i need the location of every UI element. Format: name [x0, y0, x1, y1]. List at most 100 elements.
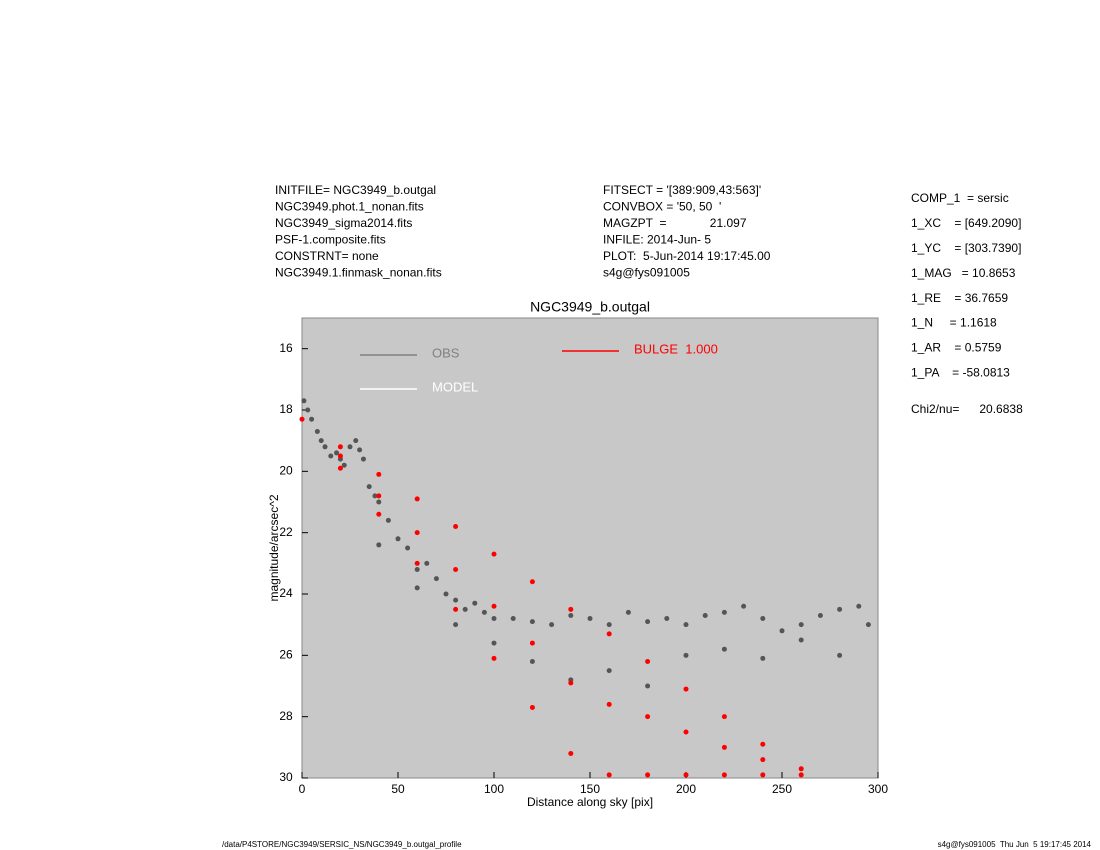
data-point: [798, 622, 804, 628]
data-point: [702, 612, 708, 618]
data-point: [837, 606, 843, 612]
data-point: [798, 772, 804, 778]
data-point: [337, 453, 343, 459]
header-line: s4g@fys091005: [603, 266, 690, 280]
data-point: [491, 655, 497, 661]
data-point: [683, 622, 689, 628]
header-line: PSF-1.composite.fits: [275, 233, 386, 247]
data-point: [721, 646, 727, 652]
data-point: [645, 772, 651, 778]
fit-parameter: COMP_1 = sersic: [911, 191, 1009, 205]
header-line: PLOT: 5-Jun-2014 19:17:45.00: [603, 249, 771, 263]
data-point: [491, 603, 497, 609]
data-point: [443, 591, 449, 597]
data-point: [305, 407, 311, 413]
legend-label: BULGE 1.000: [634, 341, 718, 356]
data-point: [318, 438, 324, 444]
data-point: [414, 496, 420, 502]
data-point: [529, 619, 535, 625]
data-point: [760, 655, 766, 661]
data-point: [453, 524, 459, 530]
data-point: [568, 612, 574, 618]
data-point: [760, 616, 766, 622]
y-tick-label: 30: [279, 770, 293, 784]
fit-parameter: 1_MAG = 10.8653: [911, 266, 1016, 280]
y-tick-label: 18: [279, 402, 293, 416]
data-point: [299, 416, 305, 422]
data-point: [301, 398, 307, 404]
x-axis-label: Distance along sky [pix]: [527, 795, 653, 809]
header-line: CONSTRNT= none: [275, 249, 379, 263]
data-point: [760, 757, 766, 763]
data-point: [376, 493, 382, 499]
data-point: [376, 471, 382, 477]
data-point: [453, 606, 459, 612]
x-tick-label: 250: [772, 782, 792, 796]
data-point: [353, 438, 359, 444]
data-point: [760, 772, 766, 778]
data-point: [372, 493, 378, 499]
data-point: [683, 729, 689, 735]
data-point: [606, 622, 612, 628]
x-tick-label: 200: [676, 782, 696, 796]
data-point: [453, 597, 459, 603]
data-point: [433, 576, 439, 582]
data-point: [587, 616, 593, 622]
data-point: [414, 560, 420, 566]
fit-parameter: 1_YC = [303.7390]: [911, 241, 1021, 255]
data-point: [414, 585, 420, 591]
data-point: [481, 609, 487, 615]
data-point: [347, 444, 353, 450]
data-point: [376, 542, 382, 548]
data-point: [472, 600, 478, 606]
legend-label: MODEL: [432, 379, 478, 394]
header-line: NGC3949.phot.1_nonan.fits: [275, 200, 424, 214]
header-line: NGC3949_sigma2014.fits: [275, 216, 412, 230]
data-point: [568, 680, 574, 686]
data-point: [510, 616, 516, 622]
legend-label: OBS: [432, 345, 460, 360]
data-point: [328, 453, 334, 459]
data-point: [817, 612, 823, 618]
data-point: [837, 652, 843, 658]
fit-parameter: 1_RE = 36.7659: [911, 291, 1008, 305]
data-point: [606, 631, 612, 637]
data-point: [322, 444, 328, 450]
data-point: [549, 622, 555, 628]
y-tick-label: 22: [279, 525, 293, 539]
fit-parameter: 1_XC = [649.2090]: [911, 216, 1021, 230]
y-tick-label: 16: [279, 341, 293, 355]
data-point: [683, 686, 689, 692]
y-tick-label: 24: [279, 586, 293, 600]
header-line: FITSECT = '[389:909,43:563]': [603, 183, 761, 197]
data-point: [798, 766, 804, 772]
chart-title: NGC3949_b.outgal: [530, 299, 650, 315]
data-point: [683, 772, 689, 778]
header-line: INFILE: 2014-Jun- 5: [603, 233, 711, 247]
data-point: [664, 616, 670, 622]
data-point: [405, 545, 411, 551]
x-tick-label: 150: [580, 782, 600, 796]
data-point: [721, 772, 727, 778]
data-point: [529, 640, 535, 646]
fit-parameter: 1_PA = -58.0813: [911, 365, 1010, 379]
data-point: [491, 640, 497, 646]
data-point: [606, 772, 612, 778]
data-point: [395, 536, 401, 542]
plot-area: [301, 317, 879, 779]
data-point: [529, 579, 535, 585]
data-point: [337, 465, 343, 471]
data-point: [309, 416, 315, 422]
data-point: [341, 462, 347, 468]
header-line: MAGZPT = 21.097: [603, 216, 747, 230]
data-point: [529, 704, 535, 710]
data-point: [376, 499, 382, 505]
data-point: [529, 658, 535, 664]
data-point: [721, 744, 727, 750]
data-point: [645, 714, 651, 720]
header-line: CONVBOX = '50, 50 ': [603, 200, 721, 214]
data-point: [568, 606, 574, 612]
data-point: [741, 603, 747, 609]
